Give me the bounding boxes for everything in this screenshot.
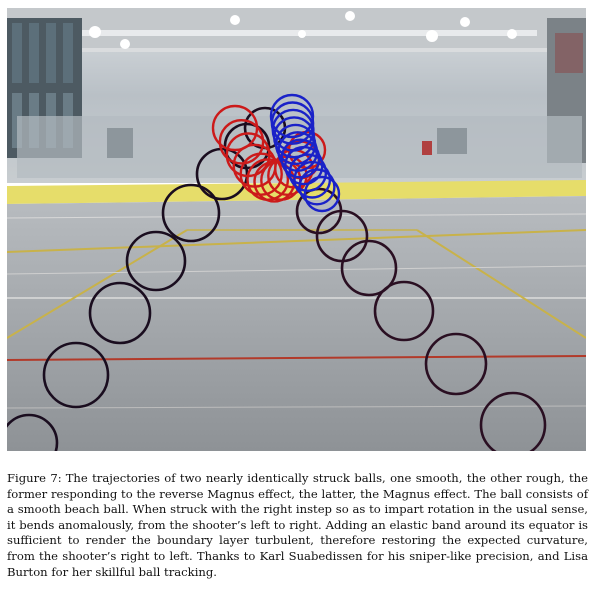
ball-ring bbox=[373, 280, 435, 342]
arena-background bbox=[7, 8, 586, 451]
ball-ring bbox=[42, 341, 110, 409]
figure-label: Figure 7: bbox=[7, 471, 62, 485]
ball-ring bbox=[7, 413, 59, 451]
figure-caption: Figure 7: The trajectories of two nearly … bbox=[7, 471, 588, 580]
ball-ring bbox=[223, 122, 271, 170]
rough-ball-ring bbox=[303, 175, 341, 213]
smooth-ball-ring bbox=[218, 119, 265, 165]
ball-ring bbox=[88, 281, 152, 345]
ball-ring bbox=[340, 239, 398, 297]
ball-ring bbox=[161, 183, 221, 243]
rough-ball-ring bbox=[298, 168, 336, 206]
ball-ring bbox=[424, 332, 488, 396]
ball-trajectories bbox=[7, 93, 547, 451]
ball-ring bbox=[125, 230, 187, 292]
smooth-ball-ring bbox=[239, 152, 283, 196]
ball-ring bbox=[479, 391, 547, 451]
figure-photo bbox=[7, 8, 586, 451]
ball-ring bbox=[295, 187, 343, 235]
figure-caption-text: The trajectories of two nearly identical… bbox=[7, 471, 588, 579]
